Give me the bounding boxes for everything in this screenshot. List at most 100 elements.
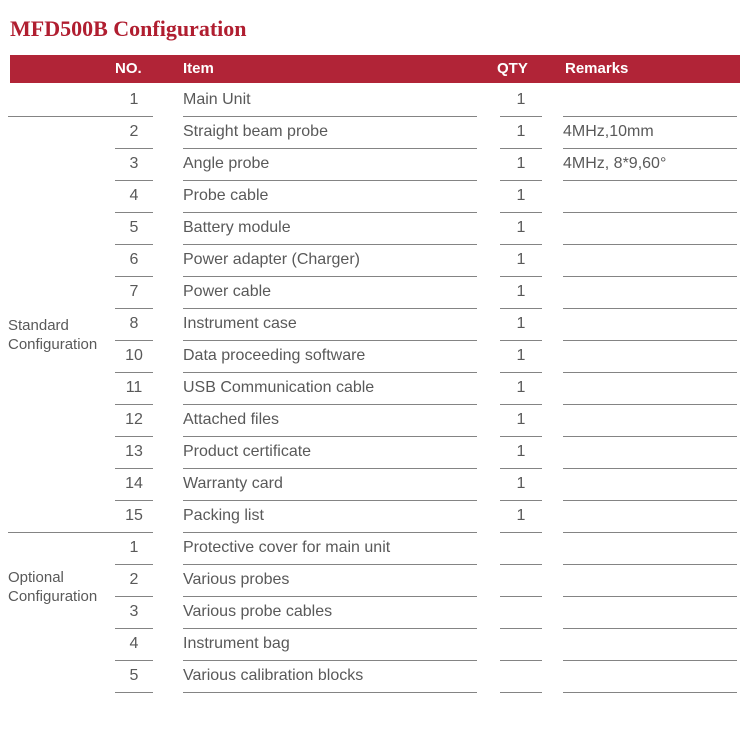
cell-no: 5 bbox=[115, 661, 153, 693]
cell-no: 3 bbox=[115, 149, 153, 181]
header-cell-remarks: Remarks bbox=[565, 60, 629, 77]
cell-item: Attached files bbox=[183, 405, 477, 437]
table-row: 4 Instrument bag bbox=[0, 629, 750, 661]
table-header-row: NO. Item QTY Remarks bbox=[10, 55, 740, 83]
cell-remarks bbox=[563, 597, 737, 629]
cell-item: Power cable bbox=[183, 277, 477, 309]
cell-item: Protective cover for main unit bbox=[183, 533, 477, 565]
cell-qty: 1 bbox=[500, 85, 542, 117]
cell-no: 5 bbox=[115, 213, 153, 245]
table-row: 13 Product certificate 1 bbox=[0, 437, 750, 469]
cell-item: Angle probe bbox=[183, 149, 477, 181]
cell-qty bbox=[500, 661, 542, 693]
table-row: 8 Instrument case 1 bbox=[0, 309, 750, 341]
cell-item: Data proceeding software bbox=[183, 341, 477, 373]
cell-qty bbox=[500, 597, 542, 629]
table-row: 11 USB Communication cable 1 bbox=[0, 373, 750, 405]
table-row: 4 Probe cable 1 bbox=[0, 181, 750, 213]
cell-item: Various calibration blocks bbox=[183, 661, 477, 693]
cell-item: Various probe cables bbox=[183, 597, 477, 629]
cell-remarks bbox=[563, 245, 737, 277]
cell-item: Warranty card bbox=[183, 469, 477, 501]
cell-item: Main Unit bbox=[183, 85, 477, 117]
section-label-standard: Standard Configuration bbox=[8, 317, 98, 353]
cell-remarks bbox=[563, 373, 737, 405]
cell-remarks bbox=[563, 309, 737, 341]
cell-remarks bbox=[563, 437, 737, 469]
cell-item: Product certificate bbox=[183, 437, 477, 469]
cell-qty: 1 bbox=[500, 341, 542, 373]
cell-qty: 1 bbox=[500, 405, 542, 437]
table-row: 6 Power adapter (Charger) 1 bbox=[0, 245, 750, 277]
header-cell-qty: QTY bbox=[497, 60, 528, 77]
table-row: 3 Various probe cables bbox=[0, 597, 750, 629]
header-cell-no: NO. bbox=[115, 60, 142, 77]
cell-item: Packing list bbox=[183, 501, 477, 533]
cell-qty: 1 bbox=[500, 469, 542, 501]
cell-qty: 1 bbox=[500, 181, 542, 213]
cell-item: Instrument bag bbox=[183, 629, 477, 661]
cell-remarks bbox=[563, 501, 737, 533]
cell-remarks bbox=[563, 661, 737, 693]
table-row: 5 Various calibration blocks bbox=[0, 661, 750, 693]
cell-qty: 1 bbox=[500, 309, 542, 341]
cell-item: Power adapter (Charger) bbox=[183, 245, 477, 277]
cell-no: 1 bbox=[115, 533, 153, 565]
cell-remarks bbox=[563, 469, 737, 501]
cell-no: 6 bbox=[115, 245, 153, 277]
cell-item: Various probes bbox=[183, 565, 477, 597]
cell-remarks bbox=[563, 277, 737, 309]
table-row: 3 Angle probe 1 4MHz, 8*9,60° bbox=[0, 149, 750, 181]
cell-qty: 1 bbox=[500, 149, 542, 181]
cell-item: Straight beam probe bbox=[183, 117, 477, 149]
cell-qty: 1 bbox=[500, 117, 542, 149]
optional-section-top-line bbox=[8, 532, 115, 533]
cell-no: 2 bbox=[115, 117, 153, 149]
table-row: 7 Power cable 1 bbox=[0, 277, 750, 309]
cell-remarks bbox=[563, 213, 737, 245]
cell-qty: 1 bbox=[500, 245, 542, 277]
cell-qty: 1 bbox=[500, 373, 542, 405]
table-row: 5 Battery module 1 bbox=[0, 213, 750, 245]
section-label-optional: Optional Configuration bbox=[8, 569, 98, 605]
table-row: 10 Data proceeding software 1 bbox=[0, 341, 750, 373]
table-row: 14 Warranty card 1 bbox=[0, 469, 750, 501]
table-row: 1 Main Unit 1 bbox=[0, 85, 750, 117]
table-row: 2 Various probes bbox=[0, 565, 750, 597]
cell-no: 15 bbox=[115, 501, 153, 533]
cell-no: 1 bbox=[115, 85, 153, 117]
cell-no: 10 bbox=[115, 341, 153, 373]
cell-qty: 1 bbox=[500, 213, 542, 245]
cell-qty bbox=[500, 533, 542, 565]
cell-remarks bbox=[563, 533, 737, 565]
cell-no: 8 bbox=[115, 309, 153, 341]
cell-item: USB Communication cable bbox=[183, 373, 477, 405]
cell-remarks bbox=[563, 85, 737, 117]
cell-remarks bbox=[563, 629, 737, 661]
header-cell-item: Item bbox=[183, 60, 214, 77]
cell-remarks bbox=[563, 341, 737, 373]
cell-remarks: 4MHz, 8*9,60° bbox=[563, 149, 737, 181]
cell-qty: 1 bbox=[500, 501, 542, 533]
cell-item: Instrument case bbox=[183, 309, 477, 341]
cell-qty bbox=[500, 565, 542, 597]
cell-no: 2 bbox=[115, 565, 153, 597]
cell-remarks: 4MHz,10mm bbox=[563, 117, 737, 149]
cell-remarks bbox=[563, 405, 737, 437]
cell-no: 7 bbox=[115, 277, 153, 309]
cell-qty: 1 bbox=[500, 437, 542, 469]
cell-remarks bbox=[563, 181, 737, 213]
cell-qty bbox=[500, 629, 542, 661]
page-title: MFD500B Configuration bbox=[10, 16, 247, 41]
table-row: 2 Straight beam probe 1 4MHz,10mm bbox=[0, 117, 750, 149]
cell-no: 4 bbox=[115, 181, 153, 213]
cell-no: 3 bbox=[115, 597, 153, 629]
cell-no: 14 bbox=[115, 469, 153, 501]
table-row: 12 Attached files 1 bbox=[0, 405, 750, 437]
cell-no: 4 bbox=[115, 629, 153, 661]
table-body: 1 Main Unit 1 2 Straight beam probe 1 4M… bbox=[0, 85, 750, 693]
cell-no: 11 bbox=[115, 373, 153, 405]
table-row: 1 Protective cover for main unit bbox=[0, 533, 750, 565]
cell-qty: 1 bbox=[500, 277, 542, 309]
